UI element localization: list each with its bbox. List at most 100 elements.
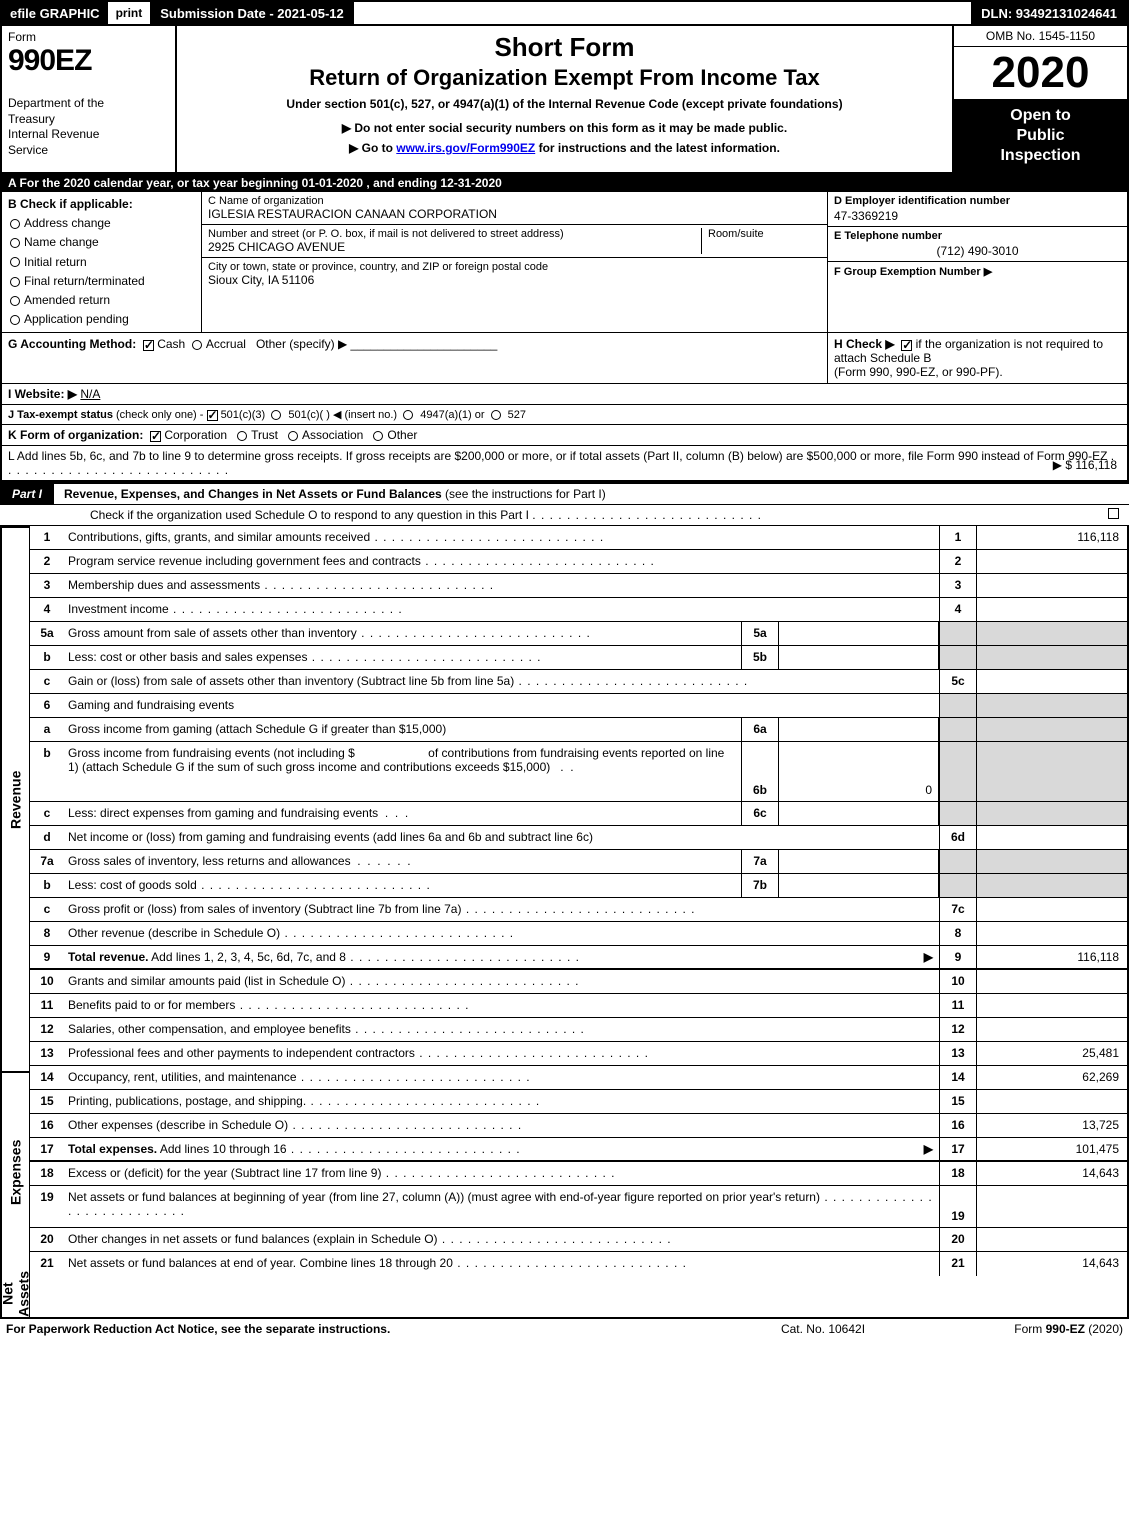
part1-title-text: Revenue, Expenses, and Changes in Net As… [64,487,442,501]
irs-link[interactable]: www.irs.gov/Form990EZ [396,141,535,155]
dots [280,926,514,940]
line-rnum: 2 [939,550,977,573]
circle-icon[interactable] [10,238,20,248]
circle-icon[interactable] [491,410,501,420]
checkbox-part1[interactable] [1108,508,1119,519]
j-o4: 527 [508,409,526,421]
line-7a: 7a Gross sales of inventory, less return… [30,850,1127,874]
line-rnum-gray [939,718,977,741]
line-12: 12 Salaries, other compensation, and emp… [30,1018,1127,1042]
side-revenue: Revenue [2,526,29,1071]
dots [461,902,695,916]
opt-name-change: Name change [10,233,195,252]
desc-text: Salaries, other compensation, and employ… [68,1022,351,1036]
checkbox-501c3[interactable] [207,410,218,421]
line-desc: Gross sales of inventory, less returns a… [64,850,741,873]
dots [438,1232,672,1246]
dots [197,878,431,892]
desc-text: Less: direct expenses from gaming and fu… [68,806,378,820]
line-desc: Investment income [64,598,939,621]
line-desc: Occupancy, rent, utilities, and maintena… [64,1066,939,1089]
org-name-label: C Name of organization [208,195,821,207]
top-bar: efile GRAPHIC print Submission Date - 20… [0,0,1129,26]
circle-icon[interactable] [288,431,298,441]
line-rval [977,1018,1127,1041]
line-desc: Other revenue (describe in Schedule O) [64,922,939,945]
g-underline: ______________________ [351,337,498,351]
line-midval [779,850,939,873]
subtitle: Under section 501(c), 527, or 4947(a)(1)… [187,97,942,111]
line-num: 18 [30,1162,64,1185]
circle-icon[interactable] [10,296,20,306]
line-midnum: 6c [741,802,779,825]
circle-icon[interactable] [237,431,247,441]
circle-icon[interactable] [10,315,20,325]
opt-final-return: Final return/terminated [10,272,195,291]
org-name-row: C Name of organization IGLESIA RESTAURAC… [202,192,827,225]
info-block: A For the 2020 calendar year, or tax yea… [0,174,1129,482]
line-1: 1 Contributions, gifts, grants, and simi… [30,526,1127,550]
line-num: 21 [30,1252,64,1276]
row-i: I Website: ▶ N/A [2,383,1127,404]
checkbox-cash[interactable] [143,340,154,351]
print-label[interactable]: print [108,2,151,24]
side-column: Revenue Expenses Net Assets [2,526,30,1317]
line-rnum: 6d [939,826,977,849]
side-net-assets: Net Assets [2,1271,29,1317]
dots [307,650,541,664]
checkbox-h[interactable] [901,340,912,351]
circle-icon[interactable] [10,257,20,267]
row-k: K Form of organization: Corporation Trus… [2,424,1127,445]
line-7c: c Gross profit or (loss) from sales of i… [30,898,1127,922]
line-rnum-gray [939,802,977,825]
line-num: 20 [30,1228,64,1251]
line-5a: 5a Gross amount from sale of assets othe… [30,622,1127,646]
part1-bar: Part I Revenue, Expenses, and Changes in… [0,482,1129,505]
line-rval [977,898,1127,921]
line-20: 20 Other changes in net assets or fund b… [30,1228,1127,1252]
circle-icon[interactable] [403,410,413,420]
desc-text: Excess or (deficit) for the year (Subtra… [68,1166,381,1180]
circle-icon[interactable] [10,219,20,229]
addr-value: 2925 CHICAGO AVENUE [208,240,701,254]
line-desc: Gross income from fundraising events (no… [64,742,741,801]
desc-text: Other changes in net assets or fund bala… [68,1232,438,1246]
line-num: 13 [30,1042,64,1065]
line-rval [977,1186,1127,1227]
line-midnum: 6a [741,718,779,741]
line-rnum: 13 [939,1042,977,1065]
line-rnum: 15 [939,1090,977,1113]
j-o1: 501(c)(3) [221,409,266,421]
line-midnum: 7a [741,850,779,873]
line-rnum-gray [939,646,977,669]
circle-icon[interactable] [10,277,20,287]
line-rnum: 10 [939,970,977,993]
line-num: 19 [30,1186,64,1227]
g-accrual: Accrual [206,337,246,351]
line-desc: Less: direct expenses from gaming and fu… [64,802,741,825]
group-label: F Group Exemption Number ▶ [834,265,1121,278]
circle-icon[interactable] [271,410,281,420]
address-row: Number and street (or P. O. box, if mail… [202,225,827,258]
checkbox-corp[interactable] [150,431,161,442]
circle-icon[interactable] [373,431,383,441]
line-rval [977,826,1127,849]
circle-icon[interactable] [192,340,202,350]
line-midnum: 5b [741,646,779,669]
part1-check-text: Check if the organization used Schedule … [90,508,529,522]
line-11: 11 Benefits paid to or for members 11 [30,994,1127,1018]
line-desc: Gross amount from sale of assets other t… [64,622,741,645]
header-right: OMB No. 1545-1150 2020 Open toPublicInsp… [952,26,1127,172]
line-rval: 62,269 [977,1066,1127,1089]
line-desc: Printing, publications, postage, and shi… [64,1090,939,1113]
k-corp: Corporation [164,428,227,442]
desc-text: Gross profit or (loss) from sales of inv… [68,902,461,916]
opt-application-pending: Application pending [10,310,195,329]
room-suite: Room/suite [701,228,821,254]
desc-text: Other revenue (describe in Schedule O) [68,926,280,940]
line-5b: b Less: cost or other basis and sales ex… [30,646,1127,670]
line-rval-gray [977,718,1127,741]
opt-label: Initial return [24,255,87,269]
line-desc: Net income or (loss) from gaming and fun… [64,826,939,849]
line-rval: 13,725 [977,1114,1127,1137]
